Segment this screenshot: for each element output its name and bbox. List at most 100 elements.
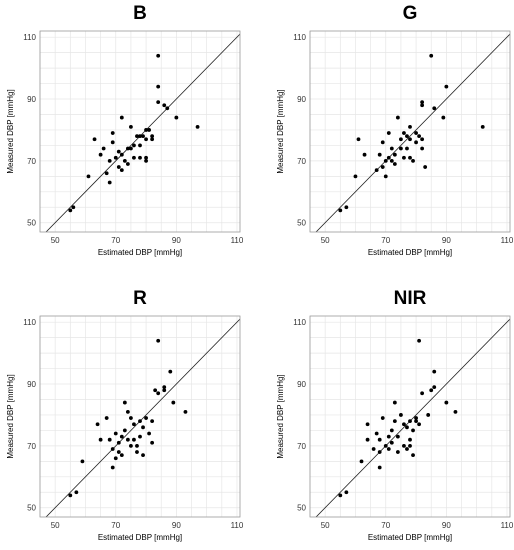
y-tick-label: 50	[27, 219, 36, 228]
panel-title: G	[403, 3, 418, 24]
data-point-g	[344, 205, 349, 210]
data-point-nir	[426, 413, 431, 417]
data-point-b	[132, 143, 136, 148]
data-point-nir	[395, 450, 400, 454]
data-point-r	[116, 450, 121, 454]
data-point-r	[141, 453, 145, 458]
data-point-g	[420, 146, 425, 151]
plot-frame	[309, 315, 511, 518]
x-tick-label: 110	[231, 521, 244, 530]
data-point-b	[86, 174, 91, 179]
data-point-b	[107, 180, 112, 185]
data-point-r	[183, 409, 188, 414]
x-tick-label: 70	[381, 521, 390, 530]
data-point-g	[408, 124, 412, 129]
data-point-g	[392, 162, 397, 166]
data-point-r	[132, 437, 136, 442]
data-point-nir	[365, 422, 370, 427]
data-point-nir	[389, 440, 394, 445]
data-point-r	[153, 388, 158, 393]
data-point-g	[399, 137, 403, 142]
data-point-r	[171, 400, 176, 405]
data-point-r	[104, 416, 109, 420]
data-point-r	[119, 453, 124, 458]
y-tick-label: 110	[23, 318, 36, 327]
data-point-g	[444, 84, 449, 89]
x-tick-label: 70	[111, 521, 120, 530]
data-point-nir	[405, 425, 409, 430]
data-point-g	[402, 131, 406, 135]
data-point-b	[156, 100, 161, 105]
data-point-nir	[408, 419, 412, 424]
data-point-r	[119, 434, 124, 439]
data-point-r	[110, 465, 115, 470]
data-point-nir	[365, 437, 370, 442]
y-axis-label: Measured DBP [mmHg]	[276, 89, 285, 173]
data-point-g	[389, 158, 394, 163]
data-point-g	[362, 152, 367, 157]
data-point-r	[80, 459, 85, 464]
data-point-nir	[386, 447, 391, 451]
data-point-r	[129, 443, 133, 448]
data-point-nir	[414, 419, 418, 424]
data-point-nir	[380, 416, 385, 420]
data-point-r	[110, 447, 115, 451]
data-point-g	[380, 165, 385, 169]
data-point-nir	[411, 453, 415, 458]
data-point-g	[392, 152, 397, 157]
x-tick-label: 110	[501, 521, 514, 530]
data-point-g	[408, 137, 412, 142]
y-tick-label: 70	[27, 442, 36, 451]
data-point-g	[420, 137, 425, 142]
x-tick-label: 90	[172, 236, 181, 245]
panel-title: R	[133, 288, 147, 309]
data-point-r	[150, 440, 155, 445]
data-point-nir	[392, 419, 397, 424]
y-tick-label: 90	[297, 380, 306, 389]
data-point-r	[122, 428, 127, 433]
x-axis-label: Estimated DBP [mmHg]	[98, 248, 182, 257]
identity-line	[315, 33, 510, 232]
data-point-nir	[338, 493, 343, 498]
x-axis-label: Estimated DBP [mmHg]	[368, 248, 452, 257]
data-point-r	[144, 416, 148, 420]
data-point-r	[162, 388, 167, 393]
y-tick-label: 90	[27, 95, 36, 104]
data-point-b	[119, 152, 124, 157]
data-point-r	[162, 385, 167, 390]
y-axis-label: Measured DBP [mmHg]	[276, 374, 285, 458]
identity-line	[45, 33, 240, 232]
data-point-nir	[402, 443, 406, 448]
data-point-g	[414, 131, 418, 135]
data-point-b	[156, 84, 161, 89]
data-point-nir	[392, 400, 397, 405]
data-point-g	[417, 134, 421, 139]
x-tick-label: 90	[442, 236, 451, 245]
data-point-g	[353, 174, 358, 179]
panel-title: NIR	[394, 288, 427, 309]
data-point-b	[150, 137, 155, 142]
data-point-g	[383, 158, 388, 163]
data-point-b	[116, 149, 121, 154]
data-point-b	[101, 146, 106, 151]
data-point-g	[383, 174, 388, 179]
data-point-b	[71, 205, 76, 210]
data-point-g	[395, 115, 400, 120]
identity-line	[45, 318, 240, 517]
data-point-g	[389, 146, 394, 151]
data-point-nir	[417, 338, 421, 343]
x-axis-label: Estimated DBP [mmHg]	[368, 533, 452, 542]
data-point-g	[338, 208, 343, 213]
data-point-nir	[344, 490, 349, 495]
data-point-g	[402, 155, 406, 160]
data-point-nir	[402, 422, 406, 427]
data-point-b	[107, 158, 112, 163]
data-point-b	[132, 155, 136, 160]
data-point-r	[147, 431, 151, 436]
data-point-g	[377, 152, 382, 157]
data-point-nir	[395, 434, 400, 439]
data-point-nir	[371, 447, 376, 451]
data-point-nir	[383, 443, 388, 448]
data-point-r	[156, 338, 161, 343]
y-tick-label: 110	[293, 33, 306, 42]
